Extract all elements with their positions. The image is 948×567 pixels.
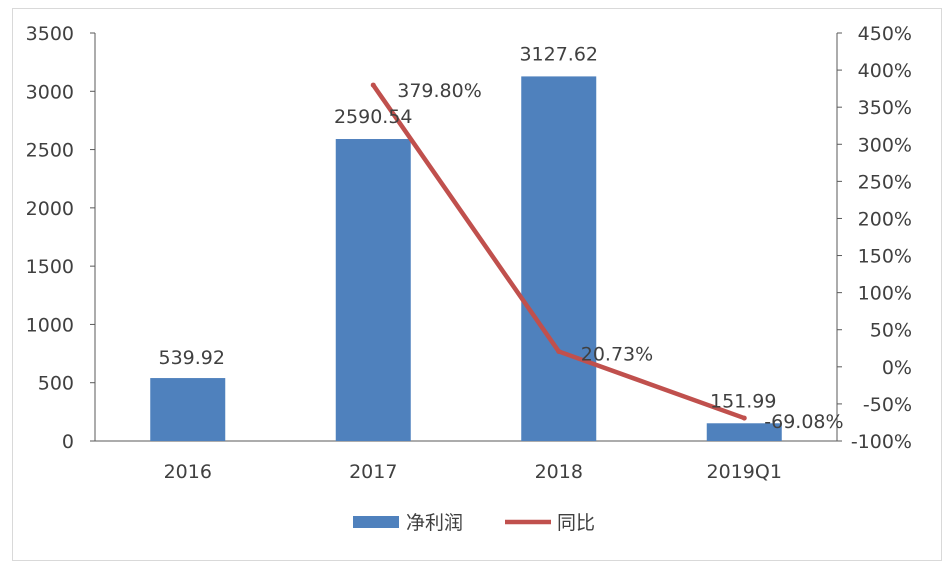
right-y-tick-label: -100% — [851, 431, 912, 453]
bar-data-label: 2590.54 — [334, 106, 413, 128]
left-y-tick-label: 500 — [38, 373, 74, 395]
right-y-tick-label: 100% — [858, 283, 912, 305]
bar-2019Q1 — [706, 423, 782, 441]
yoy-point-2019Q1 — [741, 415, 747, 421]
right-y-tick-label: 300% — [858, 134, 912, 156]
yoy-point-2018 — [556, 348, 562, 354]
right-y-tick-label: -50% — [863, 394, 912, 416]
line-data-label: 379.80% — [397, 80, 482, 102]
right-y-tick-label: 150% — [858, 246, 912, 268]
bar-2017 — [335, 139, 411, 442]
line-data-label: -69.08% — [764, 411, 843, 433]
left-y-tick-label: 1000 — [26, 314, 74, 336]
right-y-tick-label: 250% — [858, 171, 912, 193]
legend-bar-swatch — [353, 516, 399, 528]
line-data-label: 20.73% — [581, 343, 653, 365]
left-y-tick-label: 0 — [62, 431, 74, 453]
right-y-tick-label: 200% — [858, 208, 912, 230]
chart-frame — [12, 8, 942, 561]
x-tick-label: 2019Q1 — [707, 461, 782, 483]
left-y-tick-label: 3000 — [26, 81, 74, 103]
yoy-point-2017 — [370, 82, 376, 88]
left-y-tick-label: 3500 — [26, 23, 74, 45]
x-tick-label: 2017 — [349, 461, 397, 483]
right-y-tick-label: 400% — [858, 60, 912, 82]
left-y-tick-label: 1500 — [26, 256, 74, 278]
right-y-tick-label: 350% — [858, 97, 912, 119]
bar-data-label: 151.99 — [710, 390, 776, 412]
bar-data-label: 539.92 — [159, 347, 225, 369]
bar-2018 — [521, 76, 597, 441]
bar-2016 — [150, 378, 226, 441]
left-y-tick-label: 2000 — [26, 198, 74, 220]
legend-bar-label: 净利润 — [406, 512, 463, 534]
legend-line-label: 同比 — [557, 512, 595, 534]
x-tick-label: 2018 — [535, 461, 583, 483]
bar-data-label: 3127.62 — [519, 43, 598, 65]
left-y-tick-label: 2500 — [26, 140, 74, 162]
right-y-tick-label: 450% — [858, 23, 912, 45]
right-y-tick-label: 0% — [882, 357, 912, 379]
x-tick-label: 2016 — [164, 461, 212, 483]
right-y-tick-label: 50% — [870, 320, 912, 342]
